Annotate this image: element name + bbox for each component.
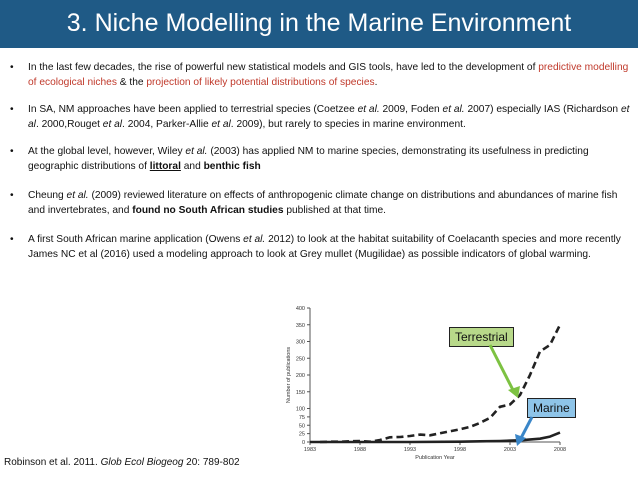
publications-chart: 0 25 50 75 100 150 200 250 300 350 400 1983 1988 1993… <box>286 306 566 461</box>
marine-arrow-head <box>515 434 526 446</box>
y-tick-label: 75 <box>299 415 305 421</box>
bullet-text: . 2004, Parker-Allie <box>122 119 212 130</box>
bullet-text: In the last few decades, the rise of pow… <box>28 62 539 73</box>
slide-title: 3. Niche Modelling in the Marine Environ… <box>66 9 572 37</box>
bullet-text: littoral <box>149 161 181 172</box>
bullet-text: et al <box>211 119 231 130</box>
y-tick-label: 350 <box>296 323 305 329</box>
bullet-text: et al <box>28 104 630 130</box>
bullet-item: • Cheung et al. (2009) reviewed literatur… <box>10 188 630 218</box>
bullet-list: • In the last few decades, the rise of po… <box>10 60 630 262</box>
bullet-text: . 2000,Rouget <box>35 119 103 130</box>
bullet-text: published at that time. <box>283 205 387 216</box>
bullet-item: • In SA, NM approaches have been applied … <box>10 102 630 132</box>
bullet-item: • At the global level, however, Wiley et … <box>10 144 630 174</box>
bullet-text: predictive modelling of ecological niche… <box>28 62 629 88</box>
bullet-dot: • <box>10 190 14 201</box>
bullet-dot: • <box>10 234 14 245</box>
citation: Robinson et al. 2011. Glob Ecol Biogeog … <box>4 457 240 468</box>
y-tick-label: 250 <box>296 356 305 362</box>
bullet-text: et al. <box>66 190 89 201</box>
bullet-text: 2012) to look at the habitat suitability… <box>28 234 621 260</box>
citation-journal: Glob Ecol Biogeog <box>100 457 184 468</box>
y-tick-label: 200 <box>296 373 305 379</box>
bullet-text: benthic fish <box>203 161 261 172</box>
bullet-text: 2009, Foden <box>379 104 443 115</box>
y-tick-label: 400 <box>296 306 305 312</box>
title-bar: 3. Niche Modelling in the Marine Environ… <box>0 0 638 48</box>
terrestrial-arrow <box>488 344 516 393</box>
bullet-text: & the <box>116 77 147 88</box>
bullet-text: projection of likely potential distribut… <box>146 77 375 88</box>
bullet-text: (2009) reviewed literature on effects of… <box>28 190 618 216</box>
bullet-dot: • <box>10 146 14 157</box>
y-tick-label: 0 <box>302 440 305 446</box>
bullet-text: (2003) has applied NM to marine species,… <box>28 146 589 172</box>
series-line-terrestrial <box>319 324 562 444</box>
bullet-text: . 2009), but rarely to species in marine… <box>230 119 466 130</box>
bullet-text: et al. <box>442 104 465 115</box>
x-tick-label: 2008 <box>554 447 566 453</box>
series-line-marine <box>310 431 561 444</box>
bullet-item: • In the last few decades, the rise of po… <box>10 60 630 90</box>
bullet-dot: • <box>10 104 14 115</box>
y-tick-label: 100 <box>296 407 305 413</box>
bullet-text: In SA, NM approaches have been applied t… <box>28 104 358 115</box>
y-tick-label: 50 <box>299 423 305 429</box>
x-tick-label: 2003 <box>504 447 516 453</box>
citation-suffix: 20: 789-802 <box>183 457 240 468</box>
x-axis-label: Publication Year <box>415 455 455 461</box>
x-tick-label: 1998 <box>454 447 466 453</box>
bullet-text: et al. <box>185 146 208 157</box>
y-tick-label: 25 <box>299 432 305 438</box>
bullet-text: . <box>374 77 378 88</box>
x-tick-label: 1983 <box>304 447 316 453</box>
marine-callout: Marine <box>527 398 576 418</box>
citation-prefix: Robinson et al. 2011. <box>4 457 101 468</box>
bullet-dot: • <box>10 62 14 73</box>
bullet-text: et al. <box>243 234 266 245</box>
bullet-item: • A first South African marine applicatio… <box>10 232 630 262</box>
terrestrial-arrow-head <box>508 386 520 398</box>
bullet-text: At the global level, however, Wiley <box>28 146 186 157</box>
bullet-text: et al. <box>357 104 380 115</box>
terrestrial-callout: Terrestrial <box>449 327 514 347</box>
x-tick-label: 1988 <box>354 447 366 453</box>
x-tick-label: 1993 <box>404 447 416 453</box>
y-tick-label: 150 <box>296 390 305 396</box>
bullet-text: et al <box>102 119 123 130</box>
y-tick-label: 300 <box>296 340 305 346</box>
y-axis-label: Number of publications <box>286 347 292 404</box>
bullet-text: A first South African marine application… <box>28 234 244 245</box>
bullet-text: Cheung <box>28 190 67 201</box>
bullet-text: 2007) especially IAS (Richardson <box>464 104 621 115</box>
bullet-text: and <box>180 161 204 172</box>
bullet-text: found no South African studies <box>132 205 284 216</box>
marine-arrow <box>518 416 534 441</box>
